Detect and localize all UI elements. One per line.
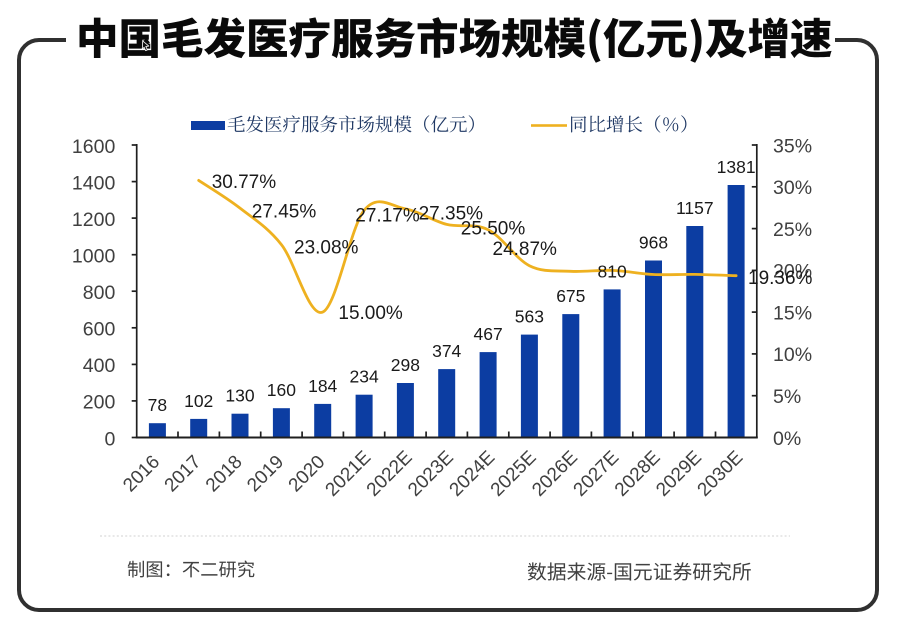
svg-text:800: 800: [83, 282, 116, 304]
svg-text:1381: 1381: [717, 157, 756, 177]
svg-text:200: 200: [83, 392, 116, 414]
svg-text:160: 160: [267, 380, 296, 400]
svg-text:20%: 20%: [773, 261, 812, 283]
svg-text:25%: 25%: [773, 219, 812, 241]
svg-text:374: 374: [432, 341, 461, 361]
svg-text:968: 968: [639, 233, 668, 253]
svg-text:1400: 1400: [72, 172, 116, 194]
svg-text:78: 78: [148, 395, 167, 415]
svg-text:15.00%: 15.00%: [338, 303, 403, 324]
svg-text:30%: 30%: [773, 177, 812, 199]
svg-text:27.35%: 27.35%: [419, 204, 484, 225]
svg-text:15%: 15%: [773, 302, 812, 324]
svg-text:298: 298: [391, 355, 420, 375]
svg-text:1000: 1000: [72, 246, 116, 268]
svg-text:810: 810: [597, 261, 626, 281]
svg-text:1200: 1200: [72, 209, 116, 231]
svg-text:1600: 1600: [72, 136, 116, 158]
svg-text:30.77%: 30.77%: [212, 172, 277, 193]
svg-text:27.17%: 27.17%: [355, 206, 420, 227]
svg-text:467: 467: [473, 324, 502, 344]
svg-text:1157: 1157: [676, 198, 714, 218]
svg-text:400: 400: [83, 355, 116, 377]
svg-text:130: 130: [225, 386, 254, 406]
svg-text:102: 102: [184, 391, 213, 411]
svg-text:0%: 0%: [773, 428, 801, 450]
svg-text:600: 600: [83, 319, 116, 341]
svg-text:24.87%: 24.87%: [493, 239, 558, 260]
svg-text:184: 184: [308, 376, 337, 396]
svg-text:27.45%: 27.45%: [252, 202, 317, 223]
svg-text:19.36%: 19.36%: [748, 268, 813, 289]
svg-text:5%: 5%: [773, 386, 801, 408]
svg-text:25.50%: 25.50%: [461, 218, 526, 239]
svg-text:10%: 10%: [773, 344, 812, 366]
svg-text:563: 563: [515, 307, 544, 327]
svg-text:234: 234: [349, 367, 378, 387]
svg-text:35%: 35%: [773, 135, 812, 157]
svg-text:0: 0: [104, 428, 115, 450]
svg-text:675: 675: [556, 286, 585, 306]
svg-text:23.08%: 23.08%: [294, 237, 359, 258]
